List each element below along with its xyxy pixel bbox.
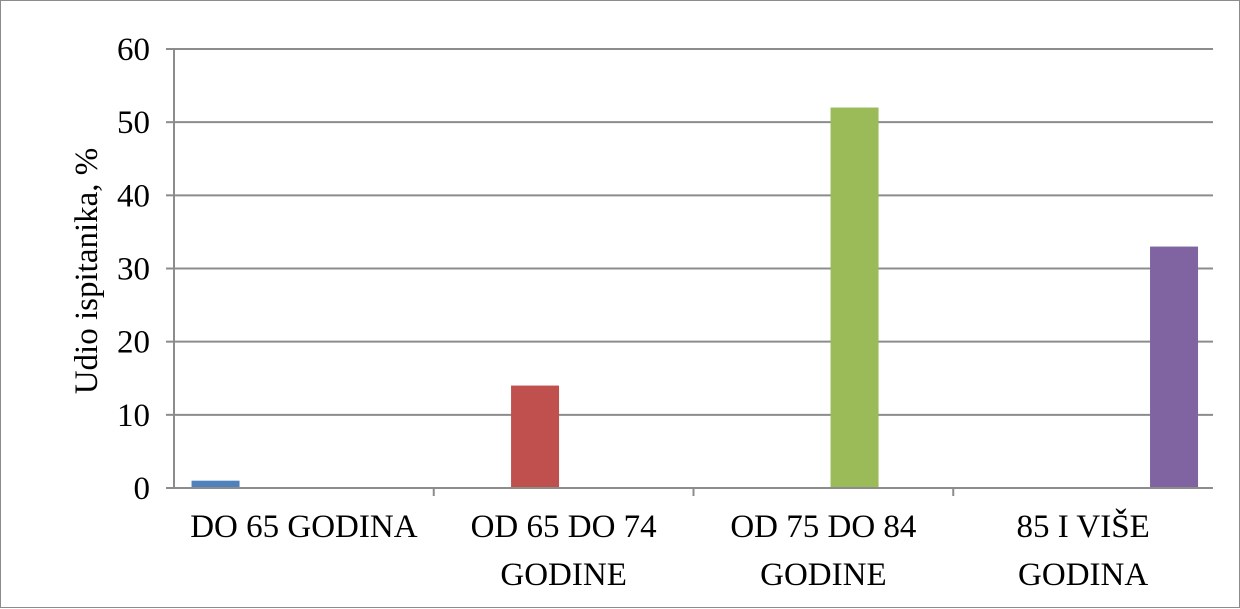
y-tick-label: 10 bbox=[117, 398, 150, 434]
y-tick-label: 0 bbox=[134, 471, 151, 507]
bar bbox=[191, 480, 240, 488]
x-tick-label: GODINE bbox=[760, 557, 886, 593]
y-tick-labels: 0 10 20 30 40 50 60 bbox=[117, 32, 150, 507]
bars bbox=[191, 107, 1199, 489]
bar bbox=[511, 385, 560, 488]
y-tick-label: 30 bbox=[117, 252, 150, 288]
x-tick-label: OD 75 DO 84 bbox=[730, 509, 916, 545]
bar bbox=[830, 107, 879, 489]
gridlines bbox=[174, 48, 1213, 416]
bar bbox=[1150, 246, 1199, 488]
y-tick-label: 20 bbox=[117, 325, 150, 361]
y-axis-label: Udio ispitanika, % bbox=[69, 148, 105, 395]
x-tick-label: GODINE bbox=[500, 557, 626, 593]
x-tick-label: OD 65 DO 74 bbox=[471, 509, 657, 545]
x-tick-label: GODINA bbox=[1018, 557, 1148, 593]
y-tick-label: 60 bbox=[117, 32, 150, 68]
axes bbox=[166, 48, 1213, 496]
x-tick-label: 85 I VIŠE bbox=[1017, 507, 1150, 545]
y-tick-label: 50 bbox=[117, 105, 150, 141]
x-tick-label: DO 65 GODINA bbox=[190, 509, 417, 545]
y-tick-label: 40 bbox=[117, 178, 150, 214]
x-tick-labels: DO 65 GODINA OD 65 DO 74 GODINE OD 75 DO 84… bbox=[190, 507, 1150, 593]
